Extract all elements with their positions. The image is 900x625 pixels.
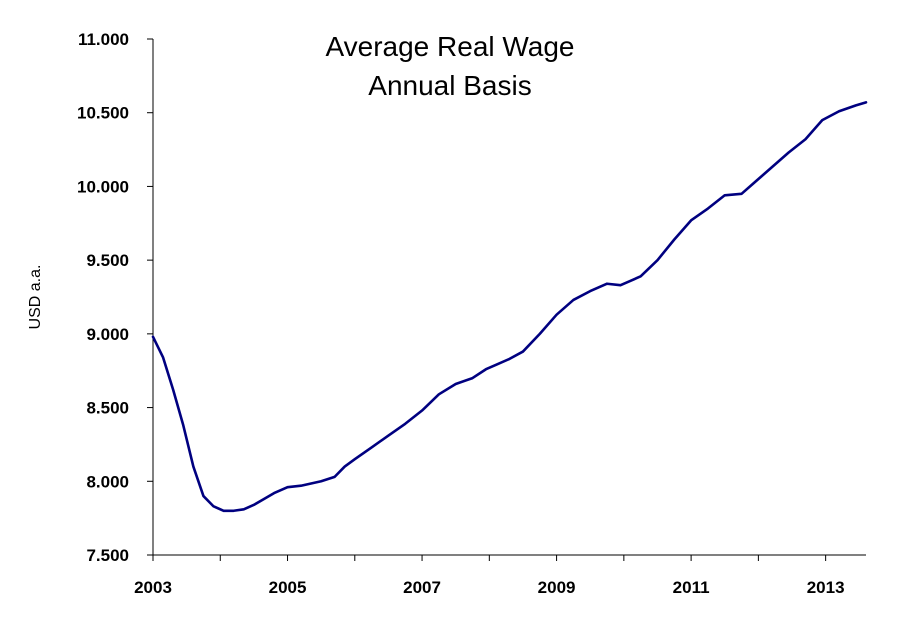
x-tick-label: 2003 xyxy=(134,578,172,597)
y-tick-label: 8.000 xyxy=(86,472,129,491)
x-tick-label: 2005 xyxy=(269,578,307,597)
series-line xyxy=(151,101,868,513)
x-tick-label: 2011 xyxy=(673,578,710,597)
chart-title-line-1: Average Real Wage xyxy=(325,31,574,62)
y-tick-label: 10.500 xyxy=(77,104,129,123)
y-tick-label: 8.500 xyxy=(86,399,129,418)
y-tick-label: 7.500 xyxy=(86,546,129,565)
y-tick-label: 11.000 xyxy=(78,30,129,49)
x-tick-label: 2009 xyxy=(538,578,576,597)
y-tick-labels: 7.500 8.000 8.500 9.000 9.500 10.000 10.500 11.… xyxy=(77,30,129,565)
y-axis-label: USD a.a. xyxy=(27,265,44,330)
axes xyxy=(147,38,866,561)
chart-title-line-2: Annual Basis xyxy=(368,70,531,101)
y-tick-label: 10.000 xyxy=(77,177,129,196)
y-tick-label: 9.500 xyxy=(86,251,129,270)
x-tick-label: 2007 xyxy=(403,578,441,597)
x-tick-labels: 2003 2005 2007 2009 2011 2013 xyxy=(134,578,844,597)
y-tick-label: 9.000 xyxy=(86,325,129,344)
x-tick-label: 2013 xyxy=(807,578,845,597)
